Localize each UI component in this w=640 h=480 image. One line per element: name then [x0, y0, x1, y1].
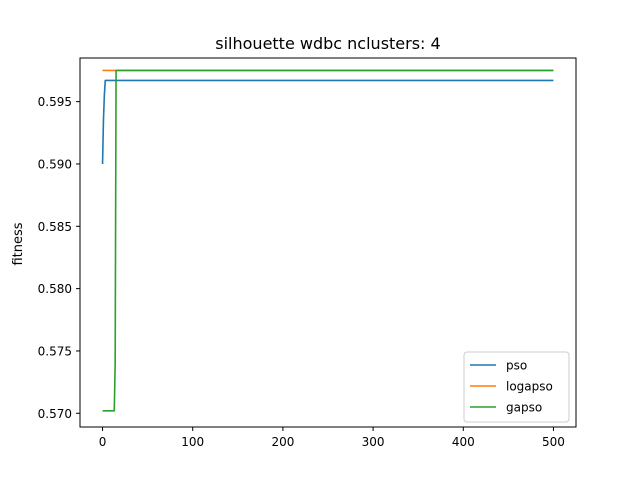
- y-tick-label: 0.575: [38, 344, 72, 358]
- y-axis: 0.570 0.575 0.580 0.585 0.590 0.595: [38, 95, 80, 421]
- x-axis: 0 100 200 300 400 500: [99, 427, 565, 449]
- legend-label-logapso: logapso: [506, 380, 553, 394]
- series-line-pso: [101, 79, 554, 164]
- legend: pso logapso gapso: [463, 351, 570, 423]
- legend-label-pso: pso: [506, 359, 527, 373]
- legend-box: [463, 351, 570, 423]
- y-tick-label: 0.570: [38, 407, 72, 421]
- x-tick-label: 300: [362, 435, 385, 449]
- axes-frame: [79, 57, 577, 428]
- series-layer: [101, 69, 554, 412]
- chart-title: silhouette wdbc nclusters: 4: [215, 34, 440, 53]
- y-tick-label: 0.580: [38, 282, 72, 296]
- legend-label-gapso: gapso: [506, 401, 542, 415]
- x-tick-label: 200: [271, 435, 294, 449]
- series-line-gapso: [102, 69, 554, 412]
- x-tick-label: 100: [181, 435, 204, 449]
- x-tick-label: 0: [99, 435, 107, 449]
- y-tick-label: 0.590: [38, 157, 72, 171]
- x-tick-label: 500: [542, 435, 565, 449]
- plot-area: [79, 57, 577, 428]
- y-tick-label: 0.585: [38, 220, 72, 234]
- y-tick-label: 0.595: [38, 95, 72, 109]
- y-axis-label: fitness: [11, 222, 26, 265]
- x-tick-label: 400: [452, 435, 475, 449]
